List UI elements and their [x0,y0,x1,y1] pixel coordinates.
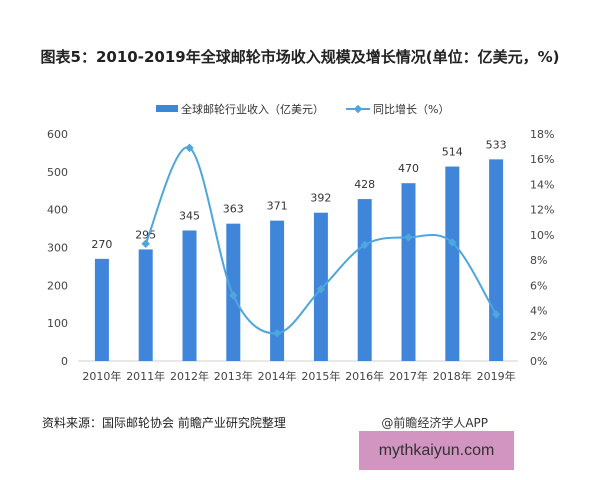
growth-point [404,233,413,242]
bar [182,230,197,361]
bar [489,159,504,361]
x-tick-label: 2011年 [126,369,165,383]
x-tick-label: 2019年 [477,369,516,383]
chart-title: 图表5：2010-2019年全球邮轮市场收入规模及增长情况(单位：亿美元，%) [40,48,560,66]
growth-point [229,291,238,300]
x-tick-label: 2018年 [433,369,472,383]
bar [94,258,109,361]
bar-value-label: 428 [354,178,375,191]
x-tick-label: 2012年 [170,369,209,383]
chart: 全球邮轮行业收入（亿美元） 同比增长（%） 0 100 200 300 400 500 600 0… [47,102,554,383]
right-tick-label: 0% [530,355,547,368]
credit: @前瞻经济学人APP [381,416,488,430]
bar-value-label: 363 [223,203,244,216]
legend-bar-label: 全球邮轮行业收入（亿美元） [181,102,324,116]
bar [270,220,285,361]
bar-value-label: 533 [486,138,507,151]
legend-line-label: 同比增长（%） [373,102,449,116]
left-tick-label: 100 [47,317,68,330]
right-tick-label: 4% [530,305,547,318]
bar-value-label: 371 [267,200,288,213]
right-tick-label: 16% [530,153,554,166]
left-tick-label: 400 [47,204,68,217]
x-tick-label: 2015年 [301,369,340,383]
source-note: 资料来源：国际邮轮协会 前瞻产业研究院整理 [42,416,286,430]
growth-point [316,284,326,294]
bar [138,249,153,361]
right-tick-label: 18% [530,128,554,141]
x-tick-label: 2014年 [258,369,297,383]
right-tick-label: 8% [530,254,547,267]
left-tick-label: 300 [47,242,68,255]
growth-point [185,143,194,153]
legend-bar-swatch [156,105,178,112]
bar-value-label: 270 [91,238,112,251]
x-tick-label: 2016年 [345,369,384,383]
right-tick-label: 6% [530,279,547,292]
watermark-box: mythkaiyun.com [359,431,514,470]
right-tick-label: 12% [530,204,554,217]
right-tick-label: 2% [530,330,547,343]
bar [401,183,416,361]
growth-point [491,310,501,319]
bar-value-label: 470 [398,162,419,175]
right-tick-label: 10% [530,229,554,242]
bar-value-label: 514 [442,146,463,159]
left-tick-label: 500 [47,166,68,179]
bar [357,199,372,361]
left-tick-label: 0 [61,355,68,368]
bar-value-label: 345 [179,209,200,222]
bar-value-label: 392 [310,192,331,205]
x-tick-label: 2010年 [82,369,121,383]
bar-value-label: 295 [135,228,156,241]
legend-line-marker [353,104,363,114]
bar [445,166,460,361]
x-tick-label: 2013年 [214,369,253,383]
growth-point [141,239,150,248]
right-tick-label: 14% [530,178,554,191]
growth-point [448,238,457,247]
left-tick-label: 600 [47,128,68,141]
left-tick-label: 200 [47,279,68,292]
x-tick-label: 2017年 [389,369,428,383]
growth-point [272,329,282,338]
growth-point [360,240,369,250]
